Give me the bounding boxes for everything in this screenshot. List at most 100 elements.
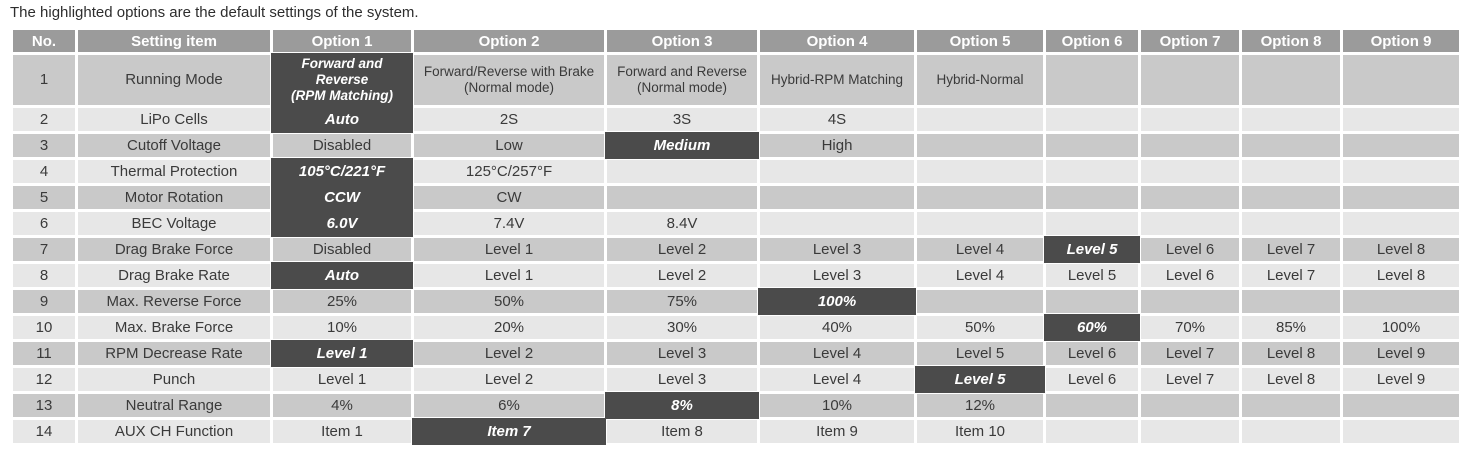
settings-table-body: 1 Running Mode Forward and Reverse (RPM Ma…: [13, 55, 1459, 443]
setting-item-label: Neutral Range: [78, 394, 270, 417]
row-number: 7: [13, 238, 75, 261]
option-cell: [1046, 290, 1138, 313]
column-header: No.: [13, 30, 75, 52]
option-cell: Forward and Reverse (Normal mode): [607, 55, 757, 105]
option-cell-default: CCW: [273, 186, 411, 209]
option-cell: Hybrid-Normal: [917, 55, 1043, 105]
option-cell: 50%: [414, 290, 604, 313]
row-number: 1: [13, 55, 75, 105]
option-cell: [1141, 55, 1239, 105]
option-cell: 4S: [760, 108, 914, 131]
row-number: 13: [13, 394, 75, 417]
option-cell: [917, 108, 1043, 131]
option-cell: [1242, 420, 1340, 443]
option-cell: Level 5: [917, 342, 1043, 365]
table-row: 14 AUX CH Function Item 1 Item 7 Item 8 Item …: [13, 420, 1459, 443]
option-cell: Level 8: [1242, 368, 1340, 391]
table-row: 5 Motor Rotation CCW CW: [13, 186, 1459, 209]
option-cell: Level 8: [1242, 342, 1340, 365]
option-cell-default: 60%: [1046, 316, 1138, 339]
setting-item-label: BEC Voltage: [78, 212, 270, 235]
option-cell: 10%: [273, 316, 411, 339]
option-cell: Hybrid-RPM Matching: [760, 55, 914, 105]
option-cell: [1141, 134, 1239, 157]
option-cell: Level 3: [607, 342, 757, 365]
option-cell: [1242, 108, 1340, 131]
option-cell: Level 5: [1046, 264, 1138, 287]
option-cell: [1343, 290, 1459, 313]
option-cell: [917, 160, 1043, 183]
option-cell: [1343, 160, 1459, 183]
setting-item-label: Drag Brake Rate: [78, 264, 270, 287]
option-cell-default: 6.0V: [273, 212, 411, 235]
option-cell: [1343, 55, 1459, 105]
option-cell: [1242, 160, 1340, 183]
option-cell: Level 7: [1141, 342, 1239, 365]
option-cell: [1242, 394, 1340, 417]
option-cell: Level 4: [917, 264, 1043, 287]
table-row: 4 Thermal Protection 105°C/221°F 125°C/257°…: [13, 160, 1459, 183]
option-cell: 10%: [760, 394, 914, 417]
option-cell-default: Level 1: [273, 342, 411, 365]
option-cell-default: Auto: [273, 108, 411, 131]
option-cell: Level 2: [607, 238, 757, 261]
table-row: 12 Punch Level 1 Level 2 Level 3 Level 4 Level…: [13, 368, 1459, 391]
option-cell: Item 1: [273, 420, 411, 443]
option-cell-default: Medium: [607, 134, 757, 157]
option-cell: Level 7: [1242, 264, 1340, 287]
option-cell: [760, 186, 914, 209]
column-header: Option 4: [760, 30, 914, 52]
option-cell: [917, 134, 1043, 157]
row-number: 10: [13, 316, 75, 339]
option-cell: [1046, 160, 1138, 183]
setting-item-label: Punch: [78, 368, 270, 391]
row-number: 3: [13, 134, 75, 157]
setting-item-label: Thermal Protection: [78, 160, 270, 183]
option-cell: [607, 160, 757, 183]
option-cell: Disabled: [273, 238, 411, 261]
option-cell: Level 3: [760, 264, 914, 287]
table-row: 3 Cutoff Voltage Disabled Low Medium High: [13, 134, 1459, 157]
row-number: 12: [13, 368, 75, 391]
option-cell: Level 1: [414, 264, 604, 287]
option-cell: Level 3: [760, 238, 914, 261]
table-row: 6 BEC Voltage 6.0V 7.4V 8.4V: [13, 212, 1459, 235]
setting-item-label: Cutoff Voltage: [78, 134, 270, 157]
column-header: Option 6: [1046, 30, 1138, 52]
option-cell-default: Item 7: [414, 420, 604, 443]
option-cell: 3S: [607, 108, 757, 131]
option-cell: [1141, 212, 1239, 235]
option-cell: Level 6: [1046, 342, 1138, 365]
option-cell: Level 6: [1046, 368, 1138, 391]
option-cell: Level 9: [1343, 368, 1459, 391]
option-cell: [917, 186, 1043, 209]
option-cell: [1343, 394, 1459, 417]
table-row: 2 LiPo Cells Auto 2S 3S 4S: [13, 108, 1459, 131]
option-cell-default: 8%: [607, 394, 757, 417]
option-cell: [1046, 186, 1138, 209]
option-cell: Disabled: [273, 134, 411, 157]
option-cell: [1141, 160, 1239, 183]
option-cell: Level 1: [414, 238, 604, 261]
option-cell-default: Level 5: [1046, 238, 1138, 261]
option-cell: 8.4V: [607, 212, 757, 235]
column-header: Option 2: [414, 30, 604, 52]
option-cell: Item 9: [760, 420, 914, 443]
option-cell: [1141, 394, 1239, 417]
option-cell: Level 2: [414, 368, 604, 391]
setting-item-label: AUX CH Function: [78, 420, 270, 443]
option-cell: [1141, 290, 1239, 313]
option-cell: Level 1: [273, 368, 411, 391]
option-cell: [1141, 108, 1239, 131]
option-cell: [1046, 134, 1138, 157]
option-cell: High: [760, 134, 914, 157]
setting-item-label: Running Mode: [78, 55, 270, 105]
column-header: Option 5: [917, 30, 1043, 52]
option-cell: [760, 212, 914, 235]
setting-item-label: LiPo Cells: [78, 108, 270, 131]
column-header: Option 1: [273, 30, 411, 52]
option-cell: [1343, 420, 1459, 443]
option-cell: 20%: [414, 316, 604, 339]
